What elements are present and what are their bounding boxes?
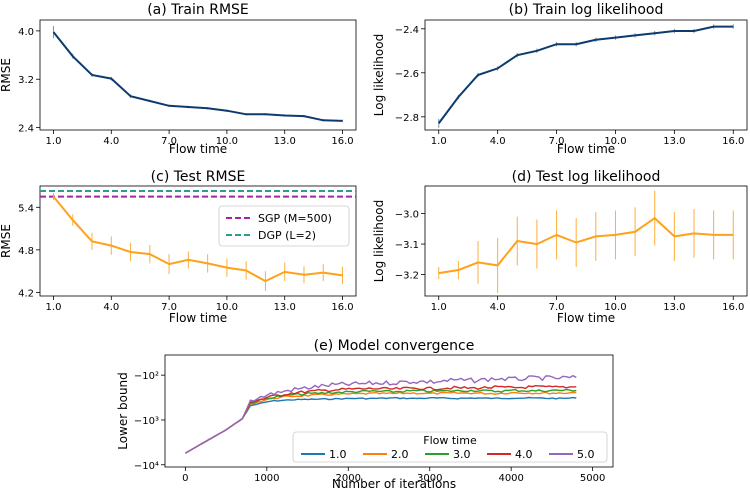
y-tick-label: −10² (134, 371, 159, 382)
x-tick-label: 16.0 (722, 136, 744, 147)
panel-b-ylabel: Log likelihood (372, 34, 386, 116)
x-tick-label: 1.0 (46, 302, 62, 313)
x-tick-label: 7.0 (549, 302, 565, 313)
y-tick-label: 4.0 (18, 27, 34, 38)
panel-c-test-rmse: (c) Test RMSE Flow time RMSE 1.0 4.0 7.0 10… (0, 169, 357, 325)
panel-d-ylabel: Log likelihood (372, 200, 386, 282)
y-tick-label: −3.0 (395, 210, 419, 221)
x-tick-label: 7.0 (161, 136, 177, 147)
y-tick-label: −3.1 (395, 240, 419, 251)
panel-a-ylabel: RMSE (0, 58, 13, 92)
x-tick-label: 4.0 (490, 136, 506, 147)
panel-c-frame (39, 185, 357, 297)
panel-e-xlabel: Number of iterations (332, 477, 456, 491)
y-tick-label: −2.8 (395, 113, 419, 124)
x-tick-label: 1000 (254, 473, 279, 484)
x-tick-label: 10.0 (604, 136, 626, 147)
x-tick-label: 4.0 (103, 136, 119, 147)
x-tick-label: 13.0 (663, 302, 685, 313)
x-tick-label: 2000 (336, 473, 361, 484)
series-line (52, 31, 343, 122)
panel-e-title: (e) Model convergence (314, 338, 475, 354)
x-tick-label: 10.0 (604, 302, 626, 313)
panel-d-xlabel: Flow time (557, 311, 615, 325)
x-tick-label: 4.0 (103, 302, 119, 313)
x-tick-label: 16.0 (331, 136, 353, 147)
x-tick-label: 16.0 (331, 302, 353, 313)
x-tick-label: 5000 (580, 473, 605, 484)
panel-a-title: (a) Train RMSE (147, 2, 249, 18)
y-tick-label: 3.2 (18, 75, 34, 86)
panel-a-train-rmse: (a) Train RMSE Flow time RMSE 1.0 4.0 7.0 1… (0, 2, 357, 156)
y-tick-label: −3.2 (395, 271, 419, 282)
y-tick-label: −10³ (134, 416, 159, 427)
legend-label: 1.0 (329, 448, 347, 461)
x-tick-label: 13.0 (274, 302, 296, 313)
panel-e-frame (164, 354, 614, 468)
legend-title: Flow time (423, 434, 477, 447)
x-tick-label: 4.0 (490, 302, 506, 313)
y-tick-label: −2.4 (395, 25, 419, 36)
panel-d-frame (424, 185, 748, 297)
legend-sgp-label: SGP (M=500) (258, 212, 332, 225)
panel-c-xlabel: Flow time (169, 311, 227, 325)
x-tick-label: 10.0 (216, 136, 238, 147)
y-tick-label: 2.4 (18, 124, 34, 135)
x-tick-label: 0 (182, 473, 188, 484)
panel-e-legend: Flow time 1.0 2.0 3.0 4.0 5.0 (292, 431, 608, 463)
legend-label: 2.0 (391, 448, 409, 461)
legend-label: 5.0 (577, 448, 595, 461)
panel-a-frame (39, 19, 357, 131)
y-tick-label: 5.4 (18, 203, 34, 214)
panel-c-title: (c) Test RMSE (151, 169, 246, 185)
x-tick-label: 4000 (498, 473, 523, 484)
x-tick-label: 7.0 (161, 302, 177, 313)
panel-d-test-loglik: (d) Test log likelihood Flow time Log li… (372, 169, 748, 325)
x-tick-label: 3000 (417, 473, 442, 484)
x-tick-label: 7.0 (549, 136, 565, 147)
panel-e-ylabel: Lower bound (116, 372, 130, 450)
series-line-5.0 (185, 374, 577, 454)
x-tick-label: 1.0 (431, 302, 447, 313)
y-tick-label: −10⁴ (134, 461, 159, 472)
panel-b-xlabel: Flow time (557, 142, 615, 156)
y-tick-label: 4.8 (18, 246, 34, 257)
panel-b-title: (b) Train log likelihood (509, 2, 664, 18)
legend-label: 4.0 (515, 448, 533, 461)
series-line (437, 25, 734, 124)
x-tick-label: 13.0 (274, 136, 296, 147)
legend-box (218, 205, 350, 247)
y-tick-label: 4.2 (18, 288, 34, 299)
series-line (438, 216, 734, 275)
panel-d-title: (d) Test log likelihood (512, 169, 661, 185)
panel-c-ylabel: RMSE (0, 224, 13, 258)
x-tick-label: 1.0 (431, 136, 447, 147)
panel-e-convergence: (e) Model convergence Number of iteratio… (116, 338, 614, 491)
x-tick-label: 1.0 (46, 136, 62, 147)
legend-label: 3.0 (453, 448, 471, 461)
legend-dgp-label: DGP (L=2) (258, 229, 316, 242)
panel-a-xlabel: Flow time (169, 142, 227, 156)
panel-b-train-loglik: (b) Train log likelihood Flow time Log l… (372, 2, 748, 156)
x-tick-label: 16.0 (722, 302, 744, 313)
y-tick-label: −2.6 (395, 69, 419, 80)
x-tick-label: 10.0 (216, 302, 238, 313)
series-line (52, 195, 343, 283)
panel-c-legend: SGP (M=500) DGP (L=2) (218, 205, 350, 247)
x-tick-label: 13.0 (663, 136, 685, 147)
panel-b-frame (424, 19, 748, 131)
